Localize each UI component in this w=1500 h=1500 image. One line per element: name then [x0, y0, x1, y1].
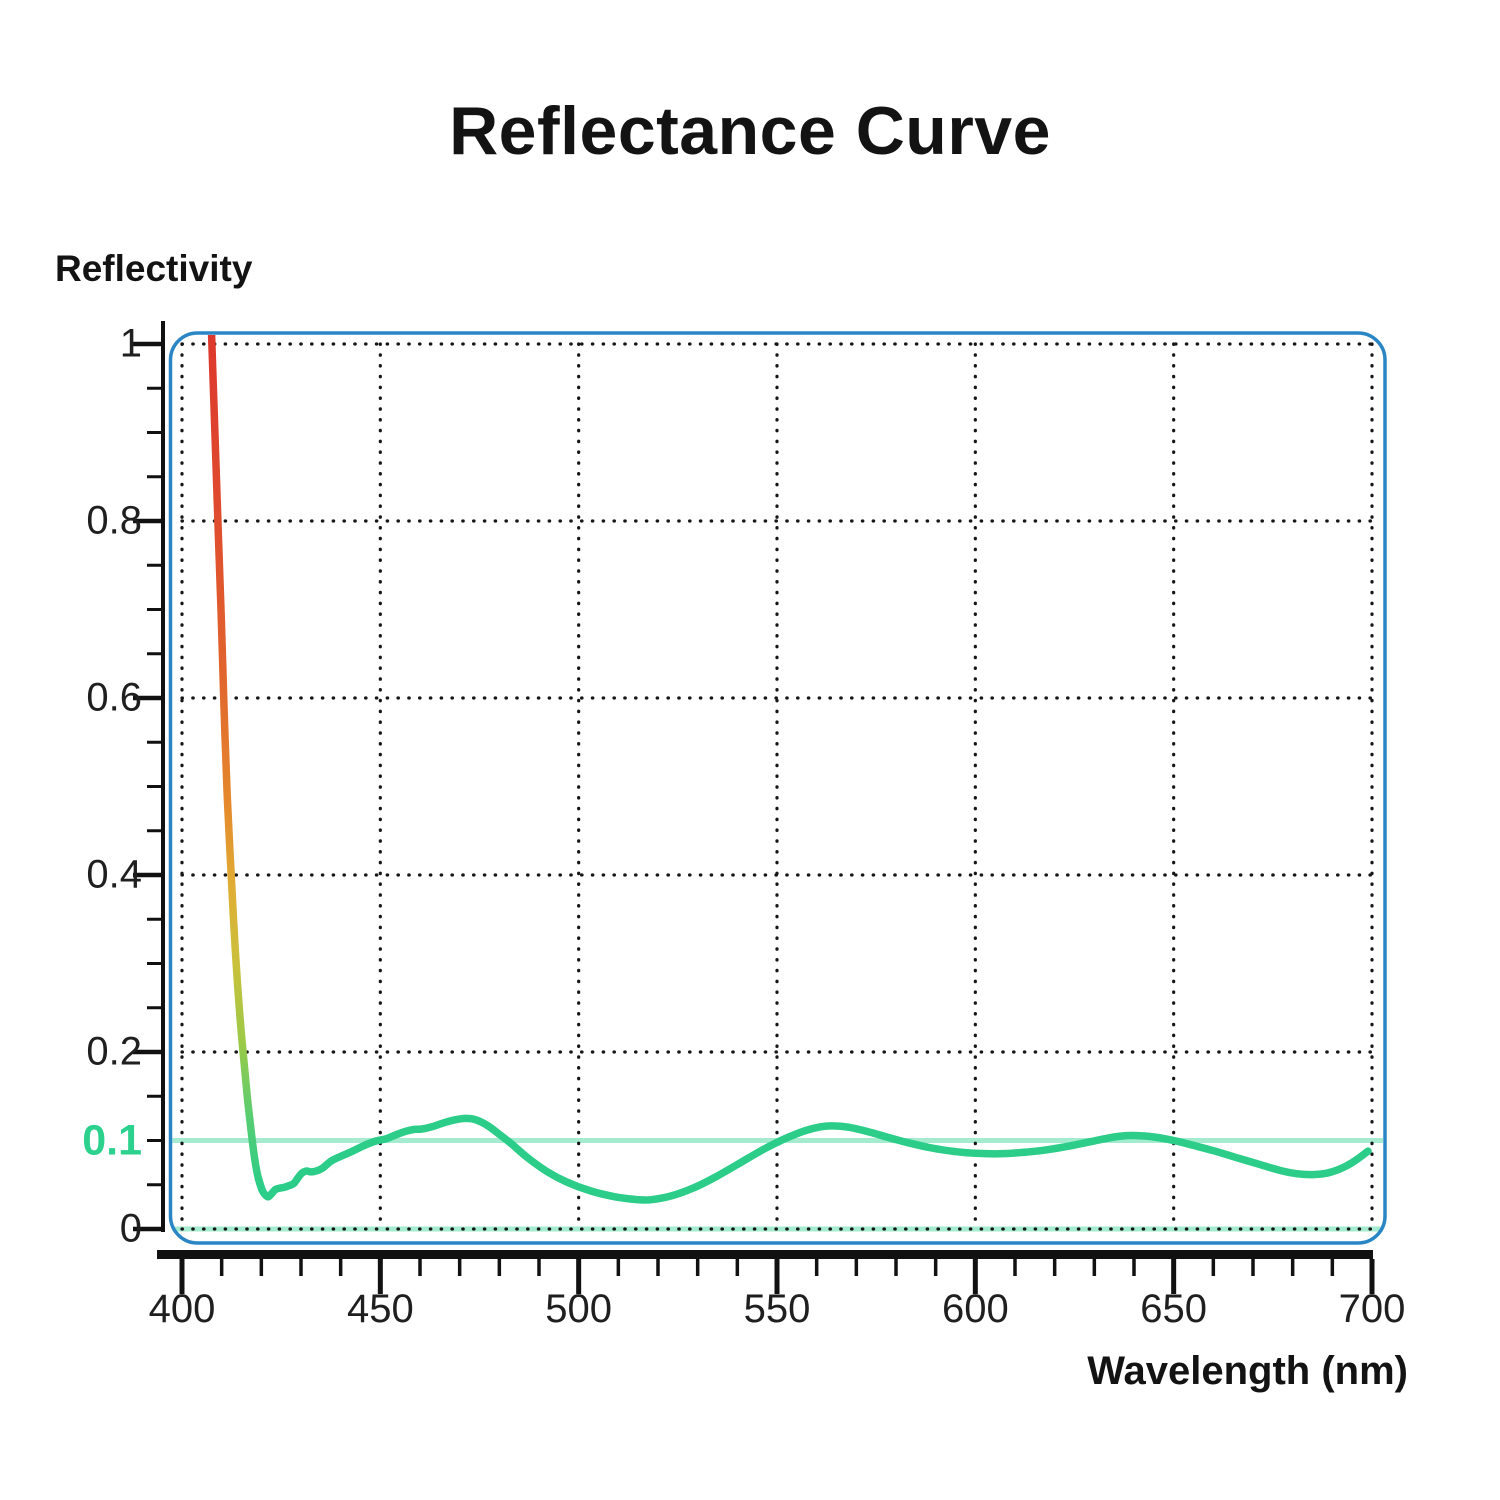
y-tick-label-0.6: 0.6 — [86, 675, 142, 720]
y-axis-title: Reflectivity — [55, 248, 253, 289]
y-tick-label-0: 0 — [119, 1206, 142, 1251]
y-tick-label-0.4: 0.4 — [86, 852, 142, 897]
x-tick-label-700: 700 — [1338, 1287, 1406, 1331]
curve-layer — [207, 335, 1372, 1204]
x-tick-label-400: 400 — [148, 1287, 216, 1331]
reflectance-curve-descent — [207, 335, 266, 1194]
y-highlight-label: 0.1 — [82, 1116, 142, 1164]
x-tick-label-500: 500 — [545, 1287, 613, 1331]
y-tick-label-1: 1 — [119, 321, 142, 366]
y-tick-label-0.8: 0.8 — [86, 498, 142, 543]
x-axis-title: Wavelength (nm) — [1087, 1349, 1408, 1393]
x-tick-label-550: 550 — [743, 1287, 811, 1331]
x-axis-bar — [157, 1250, 1373, 1259]
plot-border — [168, 331, 1387, 1245]
x-tick-label-650: 650 — [1140, 1287, 1208, 1331]
x-tick-label-450: 450 — [346, 1287, 414, 1331]
x-tick-label-600: 600 — [941, 1287, 1009, 1331]
reflectance-curve-green — [254, 1114, 1372, 1204]
y-tick-label-0.2: 0.2 — [86, 1029, 142, 1074]
chart-title: Reflectance Curve — [449, 93, 1051, 169]
